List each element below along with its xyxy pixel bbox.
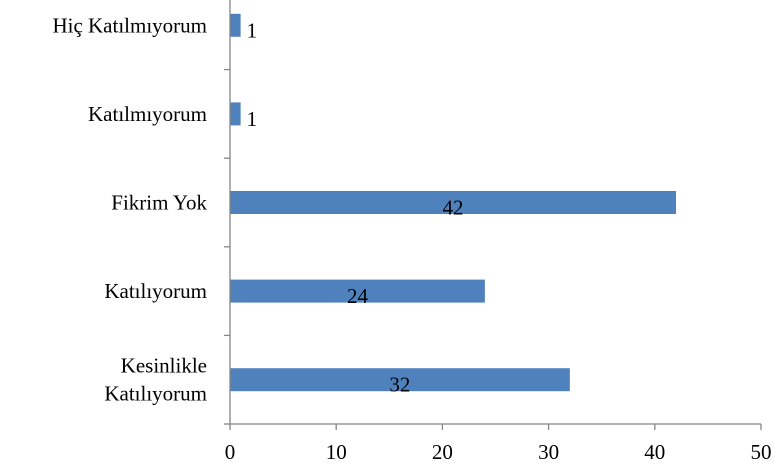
- x-tick-labels: 0 10 20 30 40 50: [225, 440, 772, 464]
- x-tick-label: 0: [225, 440, 236, 464]
- y-axis-ticks: [224, 68, 230, 425]
- data-label: 24: [347, 284, 369, 308]
- bars: [230, 13, 677, 392]
- x-tick-label: 30: [538, 440, 559, 464]
- data-labels: 1 1 42 24 32: [247, 18, 464, 396]
- category-label: Kesinlikle Katılıyorum: [104, 354, 207, 406]
- category-label: Katılıyorum: [104, 279, 207, 303]
- data-label: 32: [389, 373, 410, 397]
- category-labels: Hiç Katılmıyorum Katılmıyorum Fikrim Yok Ka…: [52, 13, 207, 405]
- data-label: 42: [443, 196, 464, 220]
- bar: [230, 102, 241, 126]
- bar: [230, 279, 485, 303]
- x-tick-label: 40: [644, 440, 665, 464]
- category-label: Katılmıyorum: [88, 102, 207, 126]
- x-tick-label: 20: [432, 440, 453, 464]
- bar: [230, 191, 677, 214]
- x-tick-label: 50: [751, 440, 772, 464]
- x-tick-label: 10: [326, 440, 347, 464]
- data-label: 1: [247, 18, 258, 42]
- x-axis-ticks: [229, 424, 762, 430]
- category-label: Hiç Katılmıyorum: [52, 13, 207, 37]
- category-label: Fikrim Yok: [111, 191, 207, 215]
- data-label: 1: [247, 107, 258, 131]
- bar: [230, 13, 241, 37]
- bar: [230, 368, 570, 392]
